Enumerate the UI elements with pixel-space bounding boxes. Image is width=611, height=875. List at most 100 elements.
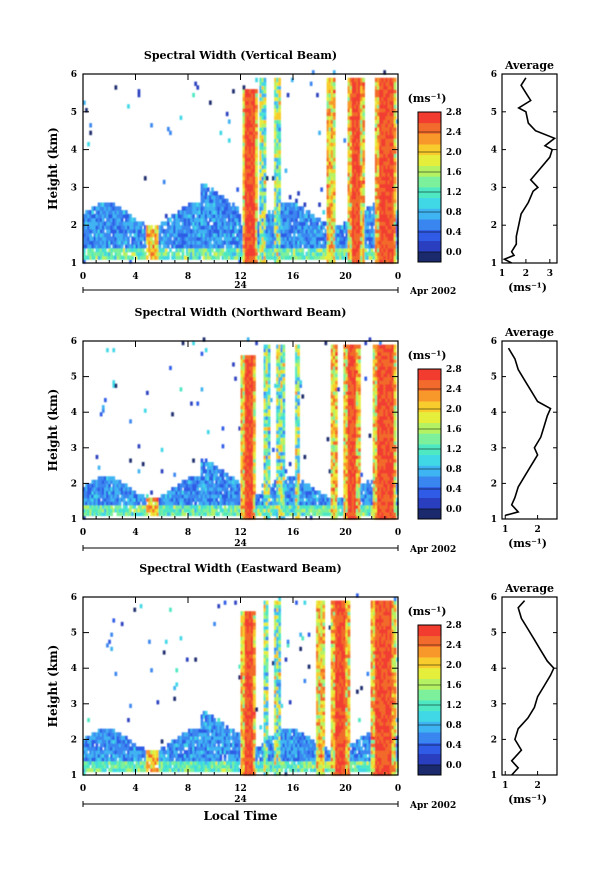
heatmap-cell [242, 430, 246, 435]
heatmap-cell [160, 225, 164, 230]
heatmap-cell [295, 419, 298, 424]
heatmap-cell [265, 490, 269, 495]
heatmap-cell [206, 251, 210, 257]
heatmap-cell [328, 247, 332, 253]
heatmap-cell [175, 251, 179, 257]
heatmap-cell [387, 172, 391, 177]
heatmap-cell [389, 134, 393, 139]
heatmap-cell [244, 405, 248, 410]
heatmap-cell [274, 251, 277, 257]
heatmap-cell [303, 483, 307, 488]
heatmap-cell [393, 157, 397, 162]
heatmap-cell [278, 426, 281, 431]
heatmap-cell [370, 213, 374, 219]
heatmap-cell [278, 412, 281, 417]
heatmap-cell [278, 508, 281, 513]
heatmap-cell [141, 511, 145, 517]
heatmap-cell [167, 229, 170, 234]
heatmap-cell [87, 247, 90, 253]
heatmap-cell [122, 229, 126, 234]
heatmap-cell [303, 236, 307, 241]
date-tick-label: 24 [234, 281, 247, 291]
heatmap-cell [274, 123, 277, 128]
heatmap-cell [244, 444, 248, 449]
heatmap-cell [87, 244, 90, 249]
heatmap-cell [188, 487, 191, 492]
heatmap-cell [351, 157, 355, 162]
heatmap-cell [242, 440, 246, 445]
heatmap-cell [381, 221, 384, 226]
heatmap-cell [181, 213, 185, 219]
heatmap-cell [265, 213, 269, 219]
heatmap-cell [246, 365, 250, 371]
heatmap-cell [328, 229, 332, 234]
heatmap-cell [206, 508, 210, 513]
heatmap-cell [240, 225, 244, 230]
heatmap-cell [387, 153, 391, 158]
heatmap-cell [353, 77, 357, 83]
heatmap-cell [332, 198, 336, 204]
heatmap-cell [263, 415, 267, 420]
heatmap-cell [91, 225, 95, 230]
heatmap-cell [248, 394, 252, 399]
heatmap-cell [246, 104, 250, 109]
heatmap-cell [284, 497, 288, 502]
heatmap-cell [206, 213, 210, 219]
heatmap-cell [125, 508, 128, 513]
heatmap-cell [282, 497, 286, 502]
heatmap-cell [261, 85, 265, 90]
heatmap-cell [188, 217, 191, 222]
heatmap-cell [104, 511, 107, 517]
heatmap-cell [276, 472, 279, 477]
heatmap-cell [97, 487, 101, 492]
heatmap-cell [253, 415, 256, 420]
heatmap-cell [297, 497, 300, 502]
heatmap-cell [118, 221, 122, 226]
heatmap-cell [356, 187, 359, 192]
heatmap-cell [297, 408, 300, 413]
heatmap-cell [213, 483, 216, 488]
heatmap-cell [227, 255, 231, 260]
heatmap-cell [116, 501, 120, 506]
heatmap-cell [358, 145, 361, 151]
heatmap-cell [347, 206, 351, 211]
heatmap-cell [374, 164, 378, 170]
heatmap-cell [209, 236, 212, 241]
heatmap-cell [253, 483, 256, 488]
heatmap-cell [263, 259, 267, 264]
heatmap-cell [200, 206, 204, 211]
heatmap-cell [301, 504, 305, 509]
heatmap-cell [230, 217, 233, 222]
heatmap-cell [278, 501, 281, 506]
heatmap-cell [97, 251, 101, 257]
heatmap-cell [353, 229, 357, 234]
heatmap-cell [204, 217, 208, 222]
heatmap-cell [316, 247, 319, 253]
heatmap-cell [251, 408, 254, 413]
heatmap-cell [377, 195, 380, 200]
colorbar-tick-label: 0.4 [446, 228, 462, 238]
heatmap-cell [164, 497, 168, 502]
heatmap-cell [106, 236, 109, 241]
heatmap-cell [223, 206, 227, 211]
heatmap-cell [381, 183, 384, 188]
heatmap-cell [213, 469, 216, 474]
heatmap-cell [196, 401, 200, 406]
heatmap-cell [169, 247, 172, 253]
heatmap-cell [261, 164, 265, 170]
heatmap-cell [381, 247, 384, 253]
heatmap-cell [242, 202, 246, 207]
heatmap-cell [244, 365, 248, 371]
heatmap-cell [353, 145, 357, 151]
heatmap-cell [385, 145, 389, 151]
heatmap-cell [246, 198, 250, 204]
heatmap-cell [278, 401, 281, 406]
heatmap-cell [251, 469, 254, 474]
x-tick-label: 0 [395, 272, 401, 282]
heatmap-cell [385, 172, 389, 177]
heatmap-cell [347, 104, 351, 109]
heatmap-cell [293, 210, 296, 215]
heatmap-cell [204, 458, 208, 463]
heatmap-cell [351, 255, 355, 260]
heatmap-cell [99, 225, 103, 230]
